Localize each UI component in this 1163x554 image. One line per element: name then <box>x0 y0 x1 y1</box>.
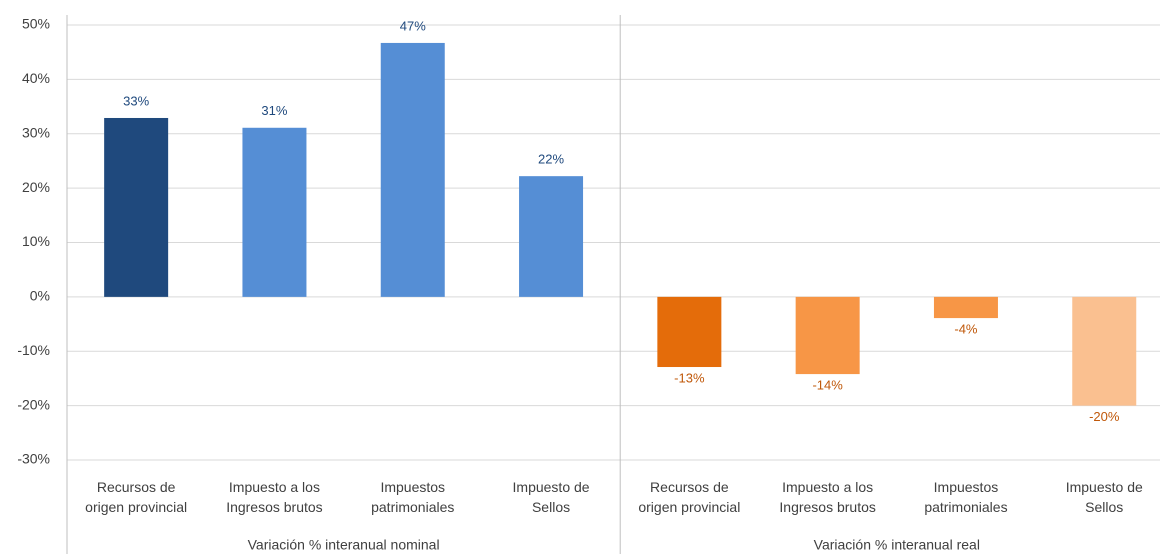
y-tick-label: 0% <box>30 288 50 304</box>
y-tick-label: 50% <box>22 16 50 32</box>
bar <box>519 176 584 297</box>
bar <box>933 296 998 319</box>
bar <box>104 117 169 297</box>
bar <box>380 42 445 297</box>
y-tick-label: -10% <box>17 342 50 358</box>
y-tick-label: 40% <box>22 70 50 86</box>
y-tick-label: 10% <box>22 233 50 249</box>
bar <box>795 296 860 375</box>
x-tick-label: Impuesto de Sellos <box>1066 479 1143 515</box>
value-label: 47% <box>400 18 426 33</box>
x-tick-label: Recursos de origen provincial <box>85 479 187 515</box>
x-tick-label: Impuesto de Sellos <box>513 479 590 515</box>
y-tick-label: 30% <box>22 124 50 140</box>
x-tick-label: Impuesto a los Ingresos brutos <box>226 479 323 515</box>
y-tick-label: -30% <box>17 451 50 467</box>
bar <box>1072 296 1137 406</box>
x-tick-label: Recursos de origen provincial <box>638 479 740 515</box>
value-label: -14% <box>812 378 843 393</box>
x-tick-label: Impuestos patrimoniales <box>371 479 454 515</box>
group-label: Variación % interanual real <box>814 537 980 553</box>
value-label: 22% <box>538 152 564 167</box>
x-tick-label: Impuesto a los Ingresos brutos <box>779 479 876 515</box>
value-label: -20% <box>1089 409 1120 424</box>
value-label: -4% <box>954 322 978 337</box>
group-label: Variación % interanual nominal <box>248 537 440 553</box>
value-label: 33% <box>123 93 149 108</box>
y-tick-label: -20% <box>17 396 50 412</box>
bar <box>242 127 307 297</box>
y-tick-label: 20% <box>22 179 50 195</box>
x-tick-label: Impuestos patrimoniales <box>924 479 1007 515</box>
bar <box>657 296 722 368</box>
value-label: -13% <box>674 370 705 385</box>
value-label: 31% <box>261 103 287 118</box>
